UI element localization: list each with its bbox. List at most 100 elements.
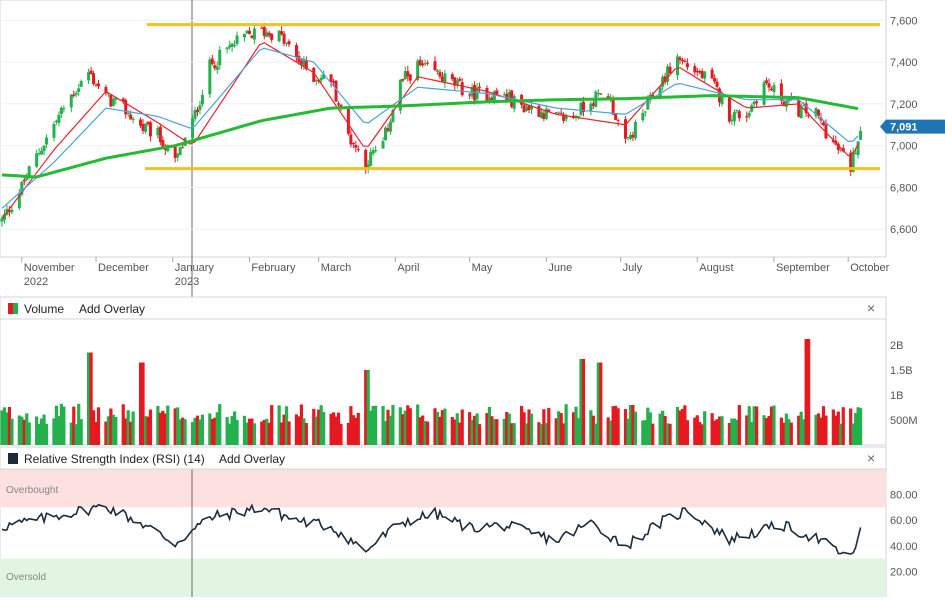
candle-body [779, 83, 783, 101]
candle-body [851, 151, 855, 172]
candle-body [319, 78, 323, 81]
volume-bar [265, 418, 269, 445]
price-tick-label: 7,400 [890, 57, 918, 69]
candle-body [478, 86, 482, 88]
volume-bar [732, 418, 736, 445]
volume-bar [492, 419, 496, 445]
volume-bar [472, 415, 477, 445]
candle-body [79, 81, 83, 87]
volume-bar [317, 409, 321, 445]
candle-body [564, 114, 568, 120]
candle-body [505, 93, 509, 101]
volume-bar [591, 415, 595, 445]
candle-body [700, 71, 704, 78]
volume-bar [304, 422, 308, 445]
volume-bar [609, 420, 613, 445]
candle-body [2, 214, 6, 220]
volume-bar [599, 362, 603, 445]
candle-body [54, 120, 58, 123]
volume-bar [520, 405, 524, 445]
candle-body [280, 31, 284, 35]
date-x-axis: November 2022 December January 2023 February M… [21, 257, 890, 288]
candle-body [391, 109, 395, 122]
candle-body [218, 49, 222, 66]
volume-bar [438, 416, 442, 445]
volume-bar [7, 406, 12, 445]
volume-bar [0, 410, 4, 445]
candle-body [747, 112, 751, 117]
volume-bar [270, 405, 274, 445]
volume-bar [507, 413, 511, 445]
volume-bar [440, 410, 445, 445]
candle-body [443, 73, 447, 83]
volume-bar [858, 408, 863, 445]
volume-bar [626, 418, 630, 445]
candle-body [403, 71, 407, 80]
x-tick-sublabel: 2023 [175, 276, 199, 288]
candle-body [299, 60, 303, 65]
volume-bar [675, 406, 680, 445]
x-tick-label: November [24, 262, 75, 274]
candlestick-series [0, 22, 863, 227]
volume-bar [193, 417, 197, 445]
volume-bar [460, 409, 464, 445]
volume-bar [648, 412, 652, 445]
candle-body [606, 96, 610, 99]
x-tick-label: April [397, 262, 419, 274]
candle-body [178, 147, 182, 155]
candle-body [40, 150, 44, 155]
candle-body [126, 113, 130, 115]
candle-body [859, 130, 863, 140]
volume-bar [807, 339, 811, 445]
volume-bar [564, 404, 568, 445]
candle-body [200, 94, 204, 105]
volume-bar [44, 423, 49, 445]
candle-body [42, 145, 46, 152]
volume-bar [2, 407, 7, 445]
volume-close-icon[interactable]: × [867, 300, 875, 316]
price-plot-area[interactable] [0, 0, 887, 258]
rsi-tick-label: 40.00 [890, 541, 918, 553]
candle-body [666, 66, 670, 82]
candle-body [487, 97, 491, 103]
candle-body [502, 94, 506, 96]
volume-bar [331, 412, 336, 445]
volume-bar [200, 414, 205, 445]
volume-bar [631, 405, 635, 445]
rsi-add-overlay-link[interactable]: Add Overlay [219, 452, 285, 466]
candle-body [374, 149, 378, 152]
volume-bar [126, 410, 130, 445]
candle-body [755, 101, 759, 104]
volume-bar [391, 405, 395, 445]
volume-bar [524, 423, 529, 445]
volume-bar [235, 419, 239, 445]
volume-bar [312, 408, 316, 445]
moving-average-line [1, 47, 859, 209]
candle-body [824, 124, 828, 139]
volume-bar [544, 422, 548, 445]
volume-bar [42, 414, 46, 445]
candle-body [302, 59, 306, 66]
rsi-close-icon[interactable]: × [867, 450, 875, 466]
candle-body [599, 93, 603, 95]
rsi-tick-label: 20.00 [890, 566, 918, 578]
candle-body [356, 149, 360, 151]
volume-bar [156, 405, 160, 445]
volume-bar [527, 409, 531, 445]
volume-tick-label: 1B [890, 390, 903, 402]
candle-body [297, 56, 301, 63]
volume-bar [606, 417, 610, 445]
volume-bar [124, 418, 128, 445]
x-tick-label: September [776, 262, 830, 274]
candle-body [59, 107, 63, 115]
volume-bar [539, 424, 543, 445]
volume-bar [79, 419, 83, 445]
volume-bar [89, 352, 93, 445]
volume-add-overlay-link[interactable]: Add Overlay [79, 302, 145, 316]
volume-bar [589, 410, 593, 445]
volume-bar [831, 409, 835, 445]
candle-body [797, 99, 801, 117]
volume-bar [213, 417, 217, 445]
volume-bar [260, 421, 264, 445]
candle-body [366, 164, 370, 169]
